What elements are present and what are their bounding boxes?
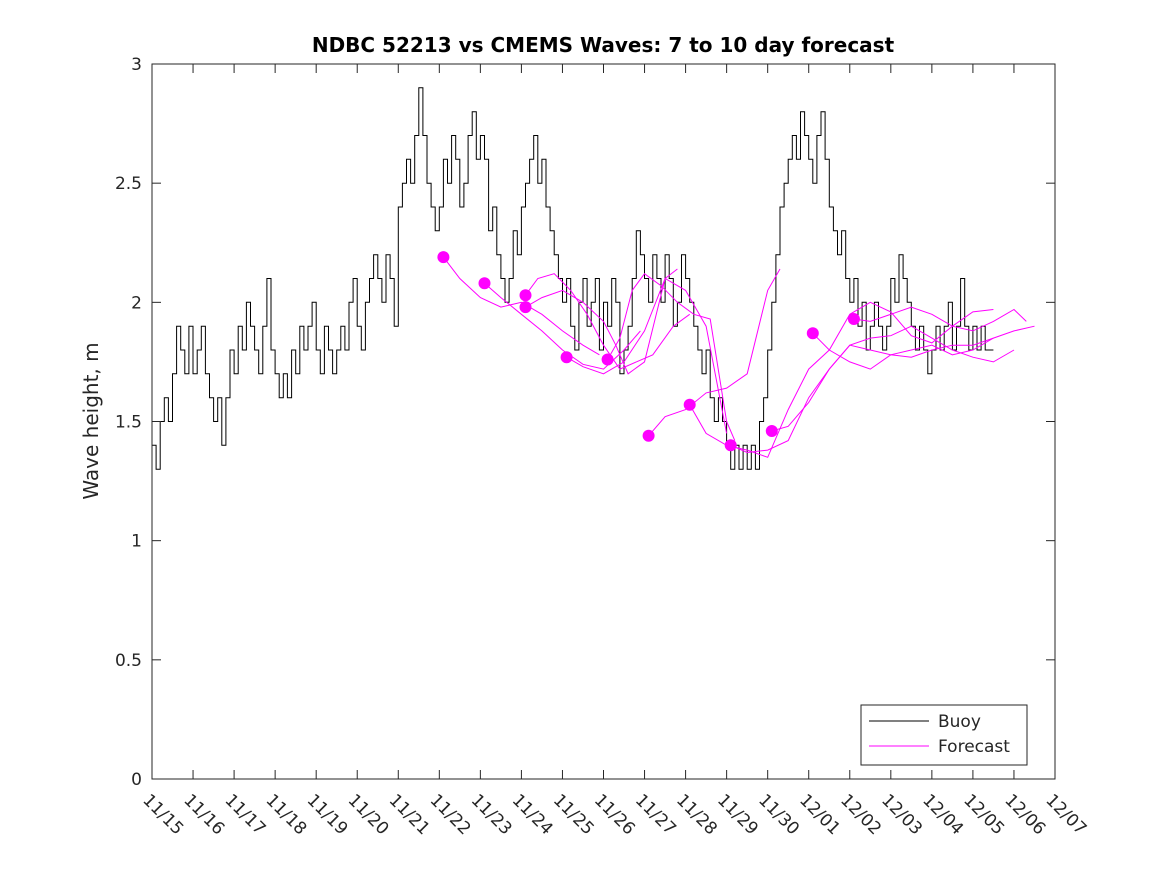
- forecast-marker-2: [478, 277, 491, 290]
- forecast-marker-12: [847, 313, 860, 325]
- forecast-run-11: [812, 325, 1035, 370]
- y-tick-label: 1.5: [115, 413, 142, 433]
- forecast-run-5: [566, 277, 728, 434]
- forecast-series: [437, 251, 1035, 458]
- forecast-marker-4: [519, 301, 532, 314]
- y-tick-label: 2.5: [115, 174, 142, 194]
- y-tick-label: 2: [131, 293, 142, 313]
- forecast-marker-8: [683, 398, 696, 411]
- forecast-run-7: [648, 268, 781, 437]
- forecast-marker-6: [601, 353, 614, 366]
- plot-area: [152, 64, 1055, 779]
- forecast-run-12: [853, 306, 1027, 332]
- buoy-series: [152, 87, 994, 470]
- forecast-run-3: [525, 273, 690, 370]
- y-tick-label: 3: [131, 55, 142, 75]
- forecast-marker-1: [437, 251, 450, 264]
- forecast-run-1: [443, 256, 600, 356]
- forecast-marker-3: [519, 289, 532, 302]
- y-tick-label: 0.5: [115, 651, 142, 671]
- forecast-marker-11: [806, 327, 819, 340]
- legend-box: [860, 704, 1028, 766]
- legend-buoy-label: Buoy: [938, 712, 981, 732]
- y-axis-label: Wave height, m: [79, 342, 103, 499]
- plot-background: [152, 64, 1055, 779]
- forecast-run-4: [525, 268, 678, 375]
- y-tick-label: 1: [131, 532, 142, 552]
- forecast-marker-5: [560, 351, 573, 364]
- forecast-run-6: [607, 273, 736, 441]
- forecast-marker-10: [765, 425, 778, 437]
- buoy-line: [152, 87, 994, 470]
- forecast-run-9: [730, 325, 1015, 454]
- legend: Buoy Forecast: [860, 704, 1028, 766]
- forecast-marker-9: [724, 439, 737, 452]
- forecast-marker-7: [642, 429, 655, 442]
- forecast-run-2: [484, 282, 641, 370]
- y-tick-label: 0: [131, 770, 142, 790]
- chart-title: NDBC 52213 vs CMEMS Waves: 7 to 10 day f…: [312, 33, 895, 57]
- legend-forecast-label: Forecast: [938, 737, 1010, 757]
- forecast-run-10: [771, 337, 994, 432]
